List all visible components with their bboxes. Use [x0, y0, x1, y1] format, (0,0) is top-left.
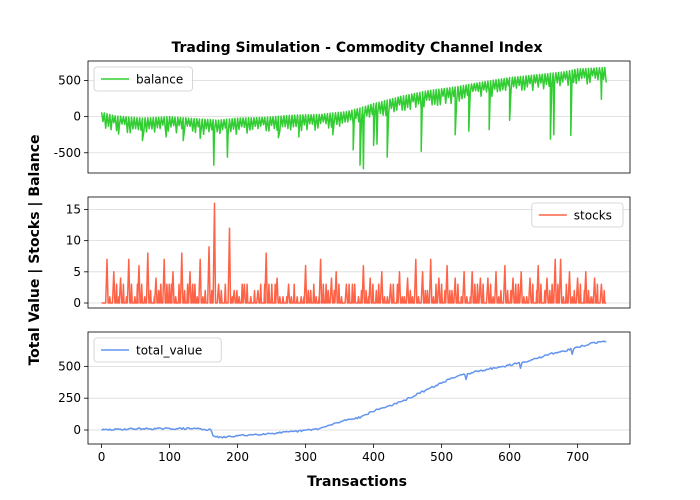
y-tick-label: 0 [73, 296, 81, 310]
legend-box [93, 66, 193, 92]
x-tick-label: 0 [98, 450, 106, 464]
y-tick-label: 250 [58, 391, 81, 405]
legend-label: balance [136, 73, 183, 87]
y-tick-label: 10 [66, 234, 81, 248]
y-tick-label: -500 [54, 146, 81, 160]
legend: balance [93, 66, 193, 92]
legend: stocks [531, 202, 624, 228]
y-tick-label: 5 [73, 265, 81, 279]
series-line-stocks [101, 202, 607, 304]
x-tick-label: 600 [498, 450, 521, 464]
chart-panels: -500 0 500 balance 0 5 10 15 stocks 0 250 500 total_… [54, 60, 631, 464]
panel-total_value: 0 250 500 total_value 0 100 200 300 400 500 600 700 [58, 331, 631, 464]
x-tick-label: 400 [362, 450, 385, 464]
y-tick-label: 0 [73, 423, 81, 437]
legend-box [531, 202, 624, 228]
x-tick-label: 200 [226, 450, 249, 464]
y-tick-label: 15 [66, 202, 81, 216]
x-axis-label: Transactions [307, 474, 407, 490]
legend-label: total_value [136, 344, 202, 358]
x-tick-label: 500 [430, 450, 453, 464]
axes-frame [87, 196, 631, 309]
series-line-balance [100, 66, 607, 170]
y-tick-label: 500 [58, 74, 81, 88]
y-tick-label: 500 [58, 359, 81, 373]
x-tick-label: 300 [294, 450, 317, 464]
y-tick-label: 0 [73, 110, 81, 124]
panel-balance: -500 0 500 balance [54, 60, 631, 174]
x-tick-label: 700 [566, 450, 589, 464]
legend: total_value [93, 337, 222, 363]
y-axis-label: Total Value | Stocks | Balance [27, 134, 43, 365]
chart-title: Trading Simulation - Commodity Channel I… [171, 40, 542, 56]
legend-box [93, 337, 222, 363]
panel-stocks: 0 5 10 15 stocks [66, 196, 631, 310]
legend-label: stocks [574, 209, 612, 223]
series-line-total_value [101, 340, 607, 439]
x-tick-label: 100 [158, 450, 181, 464]
axes-frame [87, 60, 631, 174]
axes-frame [87, 331, 631, 445]
